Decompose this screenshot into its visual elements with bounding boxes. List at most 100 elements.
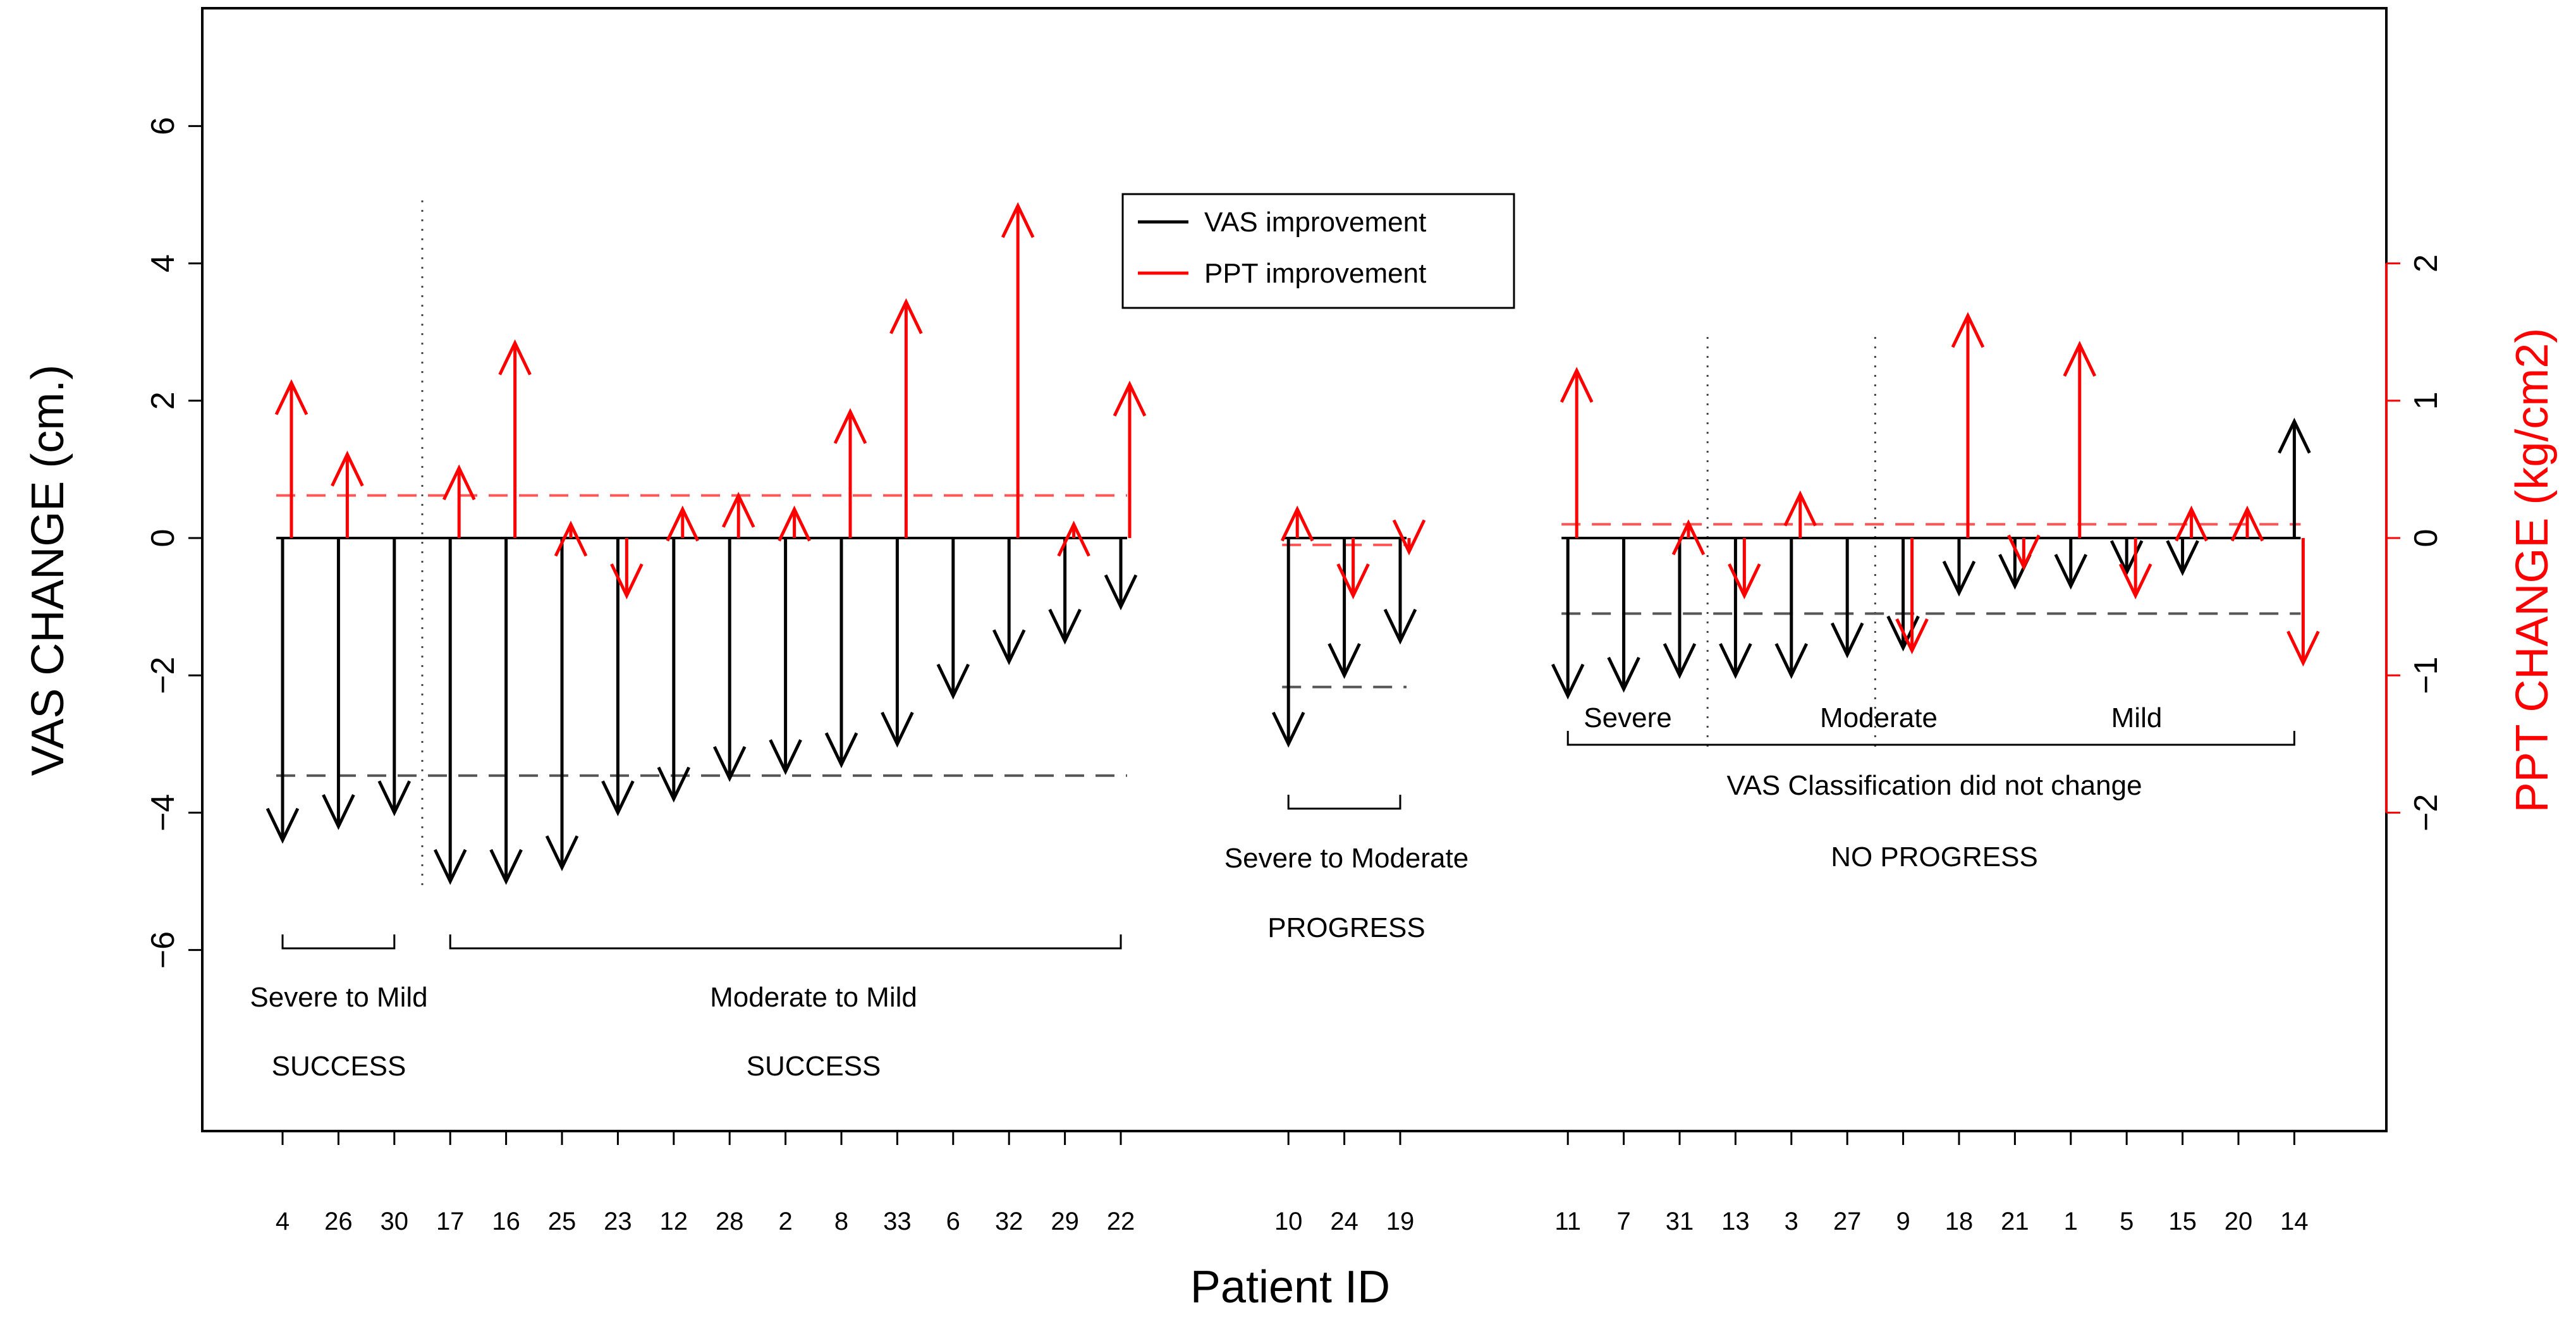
vas-arrow-head	[2278, 417, 2311, 454]
ppt-arrow-head	[1895, 618, 1929, 654]
x-tick-label: 19	[1386, 1208, 1415, 1235]
annotation-mild: Mild	[2111, 702, 2163, 733]
x-tick-label: 6	[946, 1208, 960, 1235]
annotation-severe-to-moderate: Severe to Moderate	[1224, 843, 1468, 874]
legend-box	[1121, 193, 1515, 309]
x-tick-label: 23	[604, 1208, 632, 1235]
vas-arrow-head	[992, 629, 1026, 666]
annotation-moderate: Moderate	[1820, 702, 1938, 733]
ppt-arrow-head	[1057, 520, 1090, 557]
ppt-arrow-head	[1001, 202, 1035, 238]
y-left-tick-label: 4	[145, 254, 181, 272]
vas-arrow-head	[1942, 560, 1976, 597]
y-axis-right-title: PPT CHANGE (kg/cm2)	[2507, 328, 2558, 813]
ppt-arrow-head	[2063, 340, 2097, 377]
y-left-tick-label: −6	[145, 931, 181, 969]
vas-arrow-head	[1719, 643, 1752, 679]
vas-arrow-head	[1328, 643, 1361, 679]
annotations: Severe to Mild SUCCESS Moderate to Mild …	[250, 702, 2162, 1082]
ppt-arrow-head	[2118, 563, 2152, 600]
bracket-no-change	[1566, 731, 2295, 746]
x-tick-label: 5	[2120, 1208, 2133, 1235]
x-tick-label: 20	[2225, 1208, 2253, 1235]
vas-arrow-head	[2054, 553, 2088, 590]
x-tick-label: 30	[381, 1208, 409, 1235]
y-right-tick-label: 0	[2408, 529, 2445, 548]
y-left-tick-label: 0	[145, 529, 181, 548]
ppt-arrow-head	[778, 505, 811, 542]
vas-arrow-head	[1383, 608, 1417, 645]
annotation-progress: PROGRESS	[1267, 912, 1425, 943]
x-tick-label: 33	[883, 1208, 912, 1235]
x-tick-label: 12	[660, 1208, 688, 1235]
ppt-arrow-head	[610, 563, 644, 600]
legend: VAS improvement PPT improvement	[1121, 193, 1515, 309]
vas-arrow-head	[712, 746, 747, 782]
x-tick-label: 14	[2280, 1208, 2309, 1235]
ppt-arrow-head	[1392, 519, 1426, 556]
vas-arrow-head	[1048, 608, 1082, 645]
ppt-arrow-head	[1560, 367, 1594, 403]
y-axis-left-title: VAS CHANGE (cm.)	[23, 365, 73, 776]
bracket-moderate-to-mild	[449, 934, 1122, 950]
vas-arrow-head	[489, 848, 523, 885]
legend-label-ppt: PPT improvement	[1204, 258, 1426, 289]
annotation-success-2: SUCCESS	[747, 1051, 881, 1082]
vas-arrow-head	[1663, 643, 1697, 679]
ppt-arrow-head	[274, 379, 308, 415]
y-left-tick-label: 2	[145, 391, 181, 410]
vas-arrow-head	[266, 807, 300, 844]
legend-label-vas: VAS improvement	[1204, 207, 1426, 238]
vas-arrow-head	[1551, 663, 1585, 700]
x-tick-label: 22	[1107, 1208, 1135, 1235]
x-tick-label: 25	[548, 1208, 577, 1235]
y-right-tick-label: 2	[2408, 254, 2445, 272]
ppt-arrow-head	[498, 339, 532, 376]
y-right-tick-label: 1	[2408, 391, 2445, 410]
x-tick-label: 11	[1554, 1208, 1581, 1235]
y-right-tick-label: −1	[2408, 657, 2445, 694]
annotation-no-change: VAS Classification did not change	[1726, 770, 2142, 801]
vas-arrow-head	[2166, 540, 2199, 577]
x-tick-label: 13	[1721, 1208, 1750, 1235]
x-tick-label: 3	[1785, 1208, 1798, 1235]
x-tick-label: 31	[1666, 1208, 1694, 1235]
ppt-arrow-head	[833, 408, 867, 444]
x-tick-label: 27	[1833, 1208, 1862, 1235]
ppt-arrow-head	[1783, 490, 1817, 527]
ppt-arrow-head	[1728, 563, 1761, 600]
ppt-arrow-head	[331, 450, 364, 487]
vas-arrow-head	[1830, 622, 1864, 659]
vas-arrow-head	[1774, 643, 1809, 679]
bracket-severe-to-mild	[281, 934, 396, 950]
vas-arrow-head	[657, 766, 691, 803]
x-tick-label: 29	[1051, 1208, 1079, 1235]
ppt-arrow-head	[721, 491, 755, 528]
vas-arrow-head	[824, 732, 858, 769]
x-tick-label: 10	[1274, 1208, 1303, 1235]
y-left-tick-label: −4	[145, 794, 181, 831]
x-tick-label: 2	[778, 1208, 792, 1235]
x-tick-label: 1	[2064, 1208, 2078, 1235]
x-tick-label: 24	[1330, 1208, 1358, 1235]
bracket-severe-to-moderate	[1287, 795, 1401, 810]
ppt-arrow-head	[666, 505, 700, 542]
x-tick-label: 21	[2001, 1208, 2029, 1235]
vas-arrow-head	[545, 835, 579, 872]
vas-arrow-head	[433, 848, 467, 885]
y-left-tick-label: 6	[145, 117, 181, 135]
vas-arrow-head	[1271, 711, 1305, 748]
vas-arrow-head	[881, 711, 914, 748]
ppt-arrow-head	[2286, 630, 2320, 667]
ppt-arrow-head	[889, 298, 923, 334]
vas-arrow-head	[601, 780, 635, 817]
x-tick-label: 18	[1945, 1208, 1974, 1235]
x-tick-label: 7	[1616, 1208, 1630, 1235]
y-left-tick-label: −2	[145, 657, 181, 694]
annotation-success-1: SUCCESS	[272, 1051, 406, 1082]
x-tick-label: 9	[1896, 1208, 1910, 1235]
x-tick-label: 16	[492, 1208, 520, 1235]
vas-arrow-head	[1104, 574, 1138, 611]
ppt-arrow-head	[2007, 534, 2041, 571]
